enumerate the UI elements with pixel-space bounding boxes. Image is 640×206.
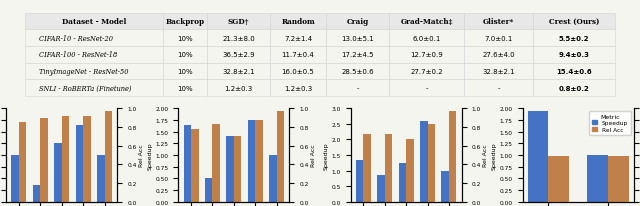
- Bar: [527, 111, 548, 202]
- Y-axis label: Speedup: Speedup: [324, 142, 329, 169]
- Bar: [12, 155, 19, 202]
- Bar: [428, 125, 435, 202]
- Bar: [356, 160, 363, 202]
- Bar: [227, 137, 234, 202]
- Y-axis label: Rel Acc: Rel Acc: [483, 144, 488, 167]
- Bar: [97, 155, 105, 202]
- Bar: [33, 186, 40, 202]
- Bar: [587, 155, 608, 202]
- Bar: [76, 125, 83, 202]
- Bar: [212, 125, 220, 202]
- Bar: [449, 111, 456, 202]
- Bar: [548, 157, 569, 202]
- Bar: [234, 137, 241, 202]
- Bar: [83, 116, 91, 202]
- Bar: [54, 144, 62, 202]
- Y-axis label: Rel Acc: Rel Acc: [311, 144, 316, 167]
- Bar: [442, 171, 449, 202]
- Bar: [377, 176, 385, 202]
- Bar: [205, 179, 212, 202]
- Y-axis label: Speedup: Speedup: [148, 142, 153, 169]
- Y-axis label: Speedup: Speedup: [492, 142, 497, 169]
- Bar: [399, 163, 406, 202]
- Bar: [191, 129, 198, 202]
- Bar: [385, 135, 392, 202]
- Bar: [105, 111, 113, 202]
- Bar: [40, 118, 48, 202]
- Bar: [363, 135, 371, 202]
- Bar: [19, 123, 26, 202]
- Bar: [248, 120, 255, 202]
- Bar: [184, 125, 191, 202]
- Bar: [255, 120, 263, 202]
- Y-axis label: Rel Acc: Rel Acc: [140, 144, 144, 167]
- Legend: Speedup, Rel Acc: Speedup, Rel Acc: [589, 112, 630, 135]
- Bar: [406, 139, 413, 202]
- Bar: [420, 121, 428, 202]
- Bar: [62, 116, 69, 202]
- Bar: [269, 155, 277, 202]
- Bar: [277, 111, 284, 202]
- Bar: [608, 157, 628, 202]
